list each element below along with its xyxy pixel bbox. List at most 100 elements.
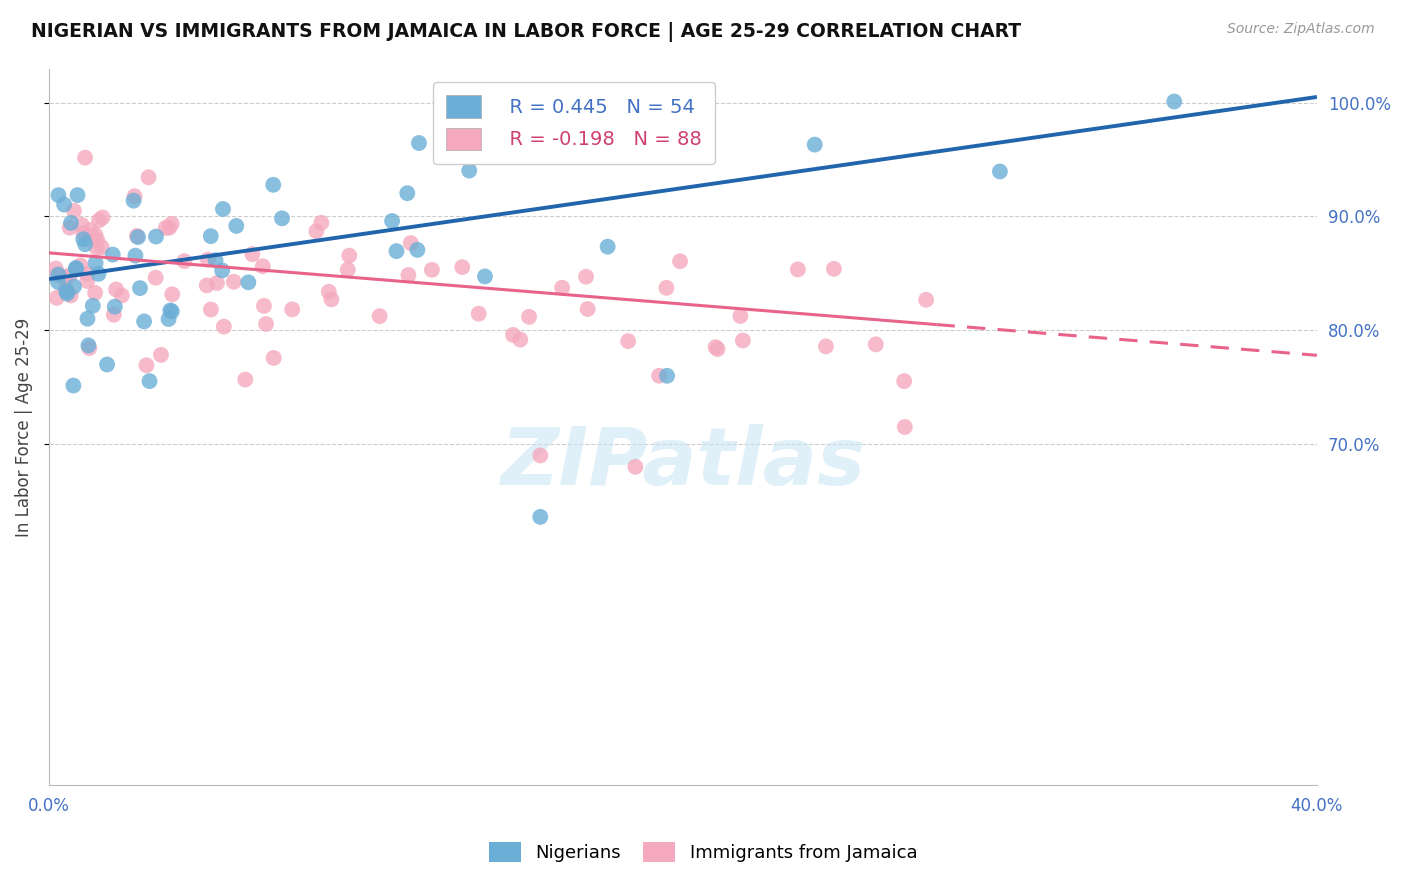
Point [173,254,195,268]
Point [624,459,647,474]
Point [72,227,94,241]
Point [195,278,218,293]
Point [122,194,145,208]
Y-axis label: In Labor Force | Age 25-29: In Labor Force | Age 25-29 [15,318,32,537]
Point [56,286,79,301]
Point [551,281,574,295]
Point [596,240,619,254]
Point [467,307,489,321]
Point [69,258,91,272]
Point [517,310,540,324]
Point [157,220,180,235]
Point [915,293,938,307]
Point [396,268,419,282]
Point [76,311,98,326]
Point [988,164,1011,178]
Point [865,337,887,351]
Point [155,220,177,235]
Point [59,288,82,302]
Point [617,334,640,348]
Point [385,244,408,259]
Point [86,233,108,247]
Point [197,252,219,267]
Point [254,317,277,331]
Point [103,308,125,322]
Point [509,333,531,347]
Point [91,211,114,225]
Point [96,358,118,372]
Point [59,220,82,235]
Point [305,224,328,238]
Text: Source: ZipAtlas.com: Source: ZipAtlas.com [1227,22,1375,37]
Point [222,275,245,289]
Text: ZIPatlas: ZIPatlas [501,424,866,502]
Point [337,249,360,263]
Point [138,374,160,388]
Point [408,136,430,150]
Point [1163,95,1185,109]
Point [399,235,422,250]
Point [84,227,107,242]
Point [129,281,152,295]
Point [53,197,76,211]
Point [406,243,429,257]
Point [706,342,728,356]
Point [786,262,808,277]
Point [576,301,599,316]
Point [79,223,101,237]
Point [212,202,235,216]
Point [823,261,845,276]
Point [75,151,97,165]
Point [730,309,752,323]
Point [46,275,69,289]
Point [200,302,222,317]
Point [105,282,128,296]
Point [159,303,181,318]
Point [60,216,83,230]
Point [655,281,678,295]
Point [263,351,285,365]
Point [648,368,671,383]
Point [90,240,112,254]
Point [63,279,86,293]
Point [502,327,524,342]
Point [381,214,404,228]
Point [59,268,82,282]
Point [84,285,107,300]
Point [336,262,359,277]
Point [238,276,260,290]
Point [205,276,228,290]
Point [87,213,110,227]
Point [45,261,67,276]
Legend:   R = 0.445   N = 54,   R = -0.198   N = 88: R = 0.445 N = 54, R = -0.198 N = 88 [433,82,716,164]
Point [262,178,284,192]
Point [72,232,94,246]
Point [225,219,247,233]
Point [529,509,551,524]
Point [56,285,79,299]
Point [575,269,598,284]
Point [281,302,304,317]
Point [132,314,155,328]
Point [211,263,233,277]
Point [55,285,77,299]
Point [45,291,67,305]
Point [160,304,183,318]
Point [77,338,100,352]
Point [46,268,69,282]
Point [70,218,93,232]
Point [894,420,917,434]
Point [77,341,100,355]
Point [66,188,89,202]
Point [731,334,754,348]
Point [53,270,76,285]
Point [87,267,110,281]
Point [157,312,180,326]
Point [458,163,481,178]
Point [76,267,98,281]
Point [529,449,551,463]
Point [271,211,294,226]
Point [62,378,84,392]
Point [149,348,172,362]
Point [200,229,222,244]
